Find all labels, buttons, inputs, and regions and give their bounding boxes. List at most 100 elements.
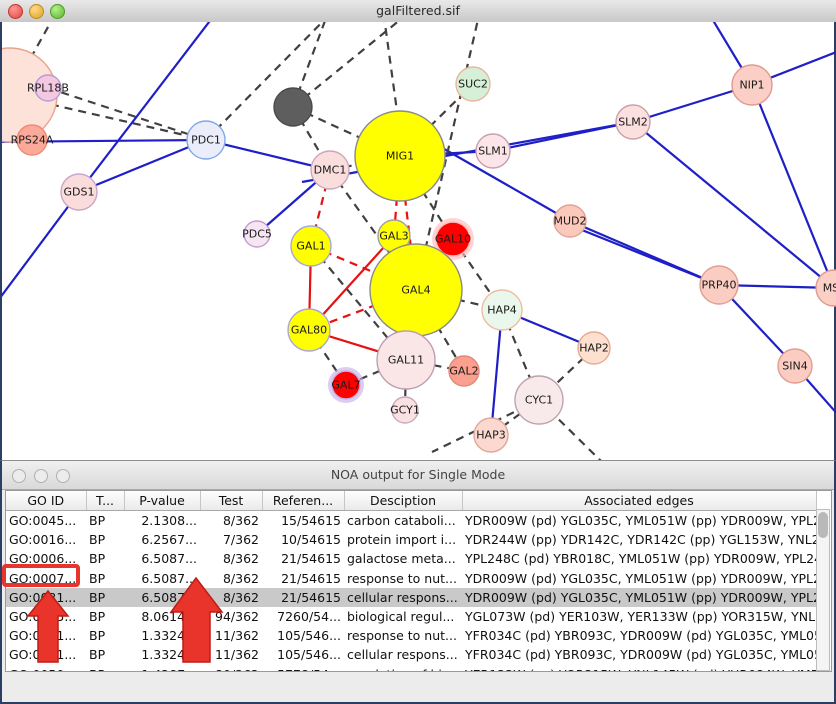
network-nodes: [2, 47, 836, 453]
table-row[interactable]: GO:0031... BP 1.3324... 11/362 105/546... cel…: [6, 645, 816, 664]
network-node-GAL1[interactable]: [290, 225, 332, 267]
column-header-3[interactable]: Test: [200, 491, 263, 511]
network-node-HAP4[interactable]: [481, 289, 523, 331]
window-titlebar: galFiltered.sif: [0, 0, 836, 23]
column-header-5[interactable]: Desciption: [344, 491, 463, 511]
network-node-GAL10[interactable]: [435, 221, 471, 257]
scrollbar-thumb[interactable]: [818, 512, 828, 538]
cell-test: 11/362: [215, 628, 259, 644]
table-vertical-scrollbar[interactable]: [816, 509, 830, 671]
network-node-DMC1[interactable]: [310, 150, 350, 190]
cell-go: GO:0031...: [9, 647, 77, 663]
noa-output-dialog: NOA output for Single Mode GO ID T... P-va…: [0, 460, 836, 704]
column-header-6[interactable]: Associated edges: [462, 491, 817, 511]
cell-go: GO:0006...: [9, 551, 77, 567]
cell-test: 94/362: [215, 609, 259, 625]
cell-go: GO:0031...: [6, 587, 86, 607]
cell-t: BP: [89, 628, 106, 644]
table-body: GO:0045... BP 2.1308... 8/362 15/54615 carbon…: [6, 511, 816, 671]
network-node-SLM2[interactable]: [615, 104, 651, 140]
column-header-2[interactable]: P-value: [124, 491, 201, 511]
table-row[interactable]: GO:0031... BP 1.3324... 11/362 105/546... res…: [6, 626, 816, 645]
table-row[interactable]: GO:0045... BP 2.1308... 8/362 15/54615 carbon…: [6, 511, 816, 531]
network-node-NIP1[interactable]: [731, 64, 773, 106]
network-node-GAL4[interactable]: [369, 243, 463, 337]
cell-t: BP: [86, 587, 124, 607]
network-node-CYC1[interactable]: [514, 375, 564, 425]
cell-desc: galactose meta...: [347, 551, 456, 567]
cell-edges: YGL073W (pd) YER103W, YER133W (pp) YOR31…: [465, 609, 816, 625]
dialog-titlebar: NOA output for Single Mode: [2, 461, 834, 490]
table-row[interactable]: GO:0016... BP 6.2567... 7/362 10/54615 protei…: [6, 530, 816, 549]
network-node-HAP2[interactable]: [577, 331, 611, 365]
table-row[interactable]: GO:0065... BP 8.0614... 94/362 7260/54... bio…: [6, 607, 816, 626]
network-node-PDC1[interactable]: [186, 120, 226, 160]
column-header-0[interactable]: GO ID: [6, 491, 87, 511]
network-node-SIN4[interactable]: [777, 348, 813, 384]
network-node-GAL7[interactable]: [331, 370, 361, 400]
network-node-SLM1[interactable]: [475, 133, 511, 169]
cell-ref: 7260/54...: [277, 609, 341, 625]
network-canvas[interactable]: RPL18B RPS24A GDS1 PDC1 PDC5 DMC1 MIG1 SUC2 SLM1…: [0, 22, 836, 460]
cell-test: 7/362: [222, 532, 259, 548]
cell-ref: 105/546...: [277, 647, 341, 663]
zoom-button[interactable]: [50, 4, 65, 19]
close-button[interactable]: [8, 4, 23, 19]
cell-desc: cellular respons...: [344, 587, 462, 607]
network-node-MUD2[interactable]: [553, 204, 587, 238]
table-row[interactable]: GO:0007... BP 6.5087... 8/362 21/54615 respon…: [6, 569, 816, 588]
dialog-zoom-button[interactable]: [56, 469, 70, 483]
network-node-RPL18B[interactable]: [34, 74, 62, 102]
cell-go: GO:0045...: [9, 513, 77, 529]
table-row[interactable]: GO:0050...BP1.428E...80/3625778/54...reg…: [6, 665, 816, 671]
network-node-GDS1[interactable]: [60, 173, 98, 211]
cell-desc: cellular respons...: [347, 647, 458, 663]
table-row[interactable]: GO:0006... BP 6.5087... 8/362 21/54615 galact…: [6, 549, 816, 568]
results-table-container[interactable]: GO ID T... P-value Test Referen... Desciption…: [5, 490, 832, 672]
network-node-PRP40[interactable]: [699, 265, 739, 305]
window-title: galFiltered.sif: [376, 3, 460, 18]
dialog-minimize-button[interactable]: [34, 469, 48, 483]
network-node-MSL[interactable]: [815, 269, 836, 307]
cell-p: 6.5087...: [124, 587, 200, 607]
minimize-button[interactable]: [29, 4, 44, 19]
network-node-GCY1[interactable]: [391, 396, 419, 424]
cell-ref: 105/546...: [277, 628, 341, 644]
cell-p: 1.3324...: [141, 628, 197, 644]
cell-ref: 21/54615: [281, 570, 341, 586]
cell-test: 8/362: [222, 570, 259, 586]
network-node-MIG1[interactable]: [354, 110, 446, 202]
cell-p: 6.5087...: [141, 551, 197, 567]
cell-p: 1.428E...: [124, 665, 200, 671]
cell-ref: 21/54615: [281, 551, 341, 567]
cell-t: BP: [89, 647, 106, 663]
network-graph: [2, 22, 836, 460]
results-table: GO ID T... P-value Test Referen... Desciption…: [6, 491, 817, 671]
cell-edges: YER133W (pp) YOR315W, YNL145W (pd) YHR08…: [462, 665, 816, 671]
cell-go: GO:0007...: [9, 570, 77, 586]
network-node-GAL2[interactable]: [448, 355, 480, 387]
cell-test: 8/362: [222, 513, 259, 529]
network-node-PDC5[interactable]: [243, 220, 271, 248]
table-row[interactable]: GO:0031... BP 6.5087... 8/362 21/54615 cellul…: [6, 587, 816, 607]
cell-desc: response to nut...: [347, 628, 457, 644]
network-node-SUC2[interactable]: [455, 66, 491, 102]
cell-test: 80/362: [200, 665, 262, 671]
cell-desc: response to nut...: [347, 570, 457, 586]
cell-go: GO:0050...: [6, 665, 86, 671]
column-header-1[interactable]: T...: [86, 491, 125, 511]
cell-t: BP: [86, 665, 124, 671]
dialog-close-button[interactable]: [12, 469, 26, 483]
network-node-HAP3[interactable]: [473, 417, 509, 453]
cell-ref: 10/54615: [281, 532, 341, 548]
network-node-GAL80[interactable]: [287, 308, 331, 352]
network-node-GAL11[interactable]: [376, 330, 436, 390]
cell-t: BP: [89, 513, 106, 529]
cell-desc: protein import i...: [347, 532, 457, 548]
network-node-GRAY[interactable]: [273, 87, 313, 127]
network-node-RPS24A[interactable]: [16, 124, 48, 156]
column-header-4[interactable]: Referen...: [262, 491, 345, 511]
cell-p: 8.0614...: [141, 609, 197, 625]
cell-desc: carbon cataboli...: [347, 513, 456, 529]
